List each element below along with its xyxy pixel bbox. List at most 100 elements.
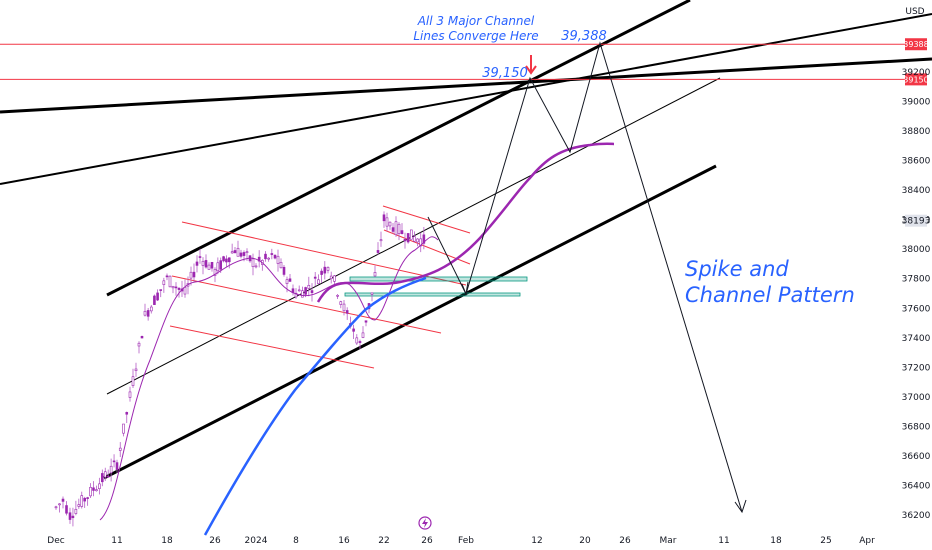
- level-tag-bg: [905, 38, 927, 51]
- candle-body: [267, 257, 270, 260]
- candle-body: [128, 391, 132, 398]
- last-price-tag: 38193: [902, 214, 931, 227]
- price-tick-label: 37000: [902, 393, 931, 403]
- date-tick-label: Feb: [458, 536, 474, 546]
- candle-body: [313, 276, 317, 279]
- price-tick-label: 39200: [902, 68, 931, 78]
- candle-body: [422, 234, 426, 244]
- candle-body: [416, 238, 419, 243]
- candle-body: [159, 289, 163, 291]
- candle-body: [162, 280, 166, 285]
- candle-body: [310, 290, 314, 294]
- date-tick-label: 26: [209, 536, 221, 546]
- price-tick-label: 37400: [902, 334, 931, 344]
- candle-body: [146, 310, 150, 317]
- candle-body: [153, 295, 156, 305]
- candle-body: [288, 278, 292, 282]
- date-tick-label: Mar: [660, 536, 677, 546]
- candle-body: [118, 447, 122, 451]
- candle-body: [352, 328, 355, 332]
- date-tick-label: 18: [770, 536, 782, 546]
- candle-body: [225, 258, 228, 263]
- flag-line: [181, 221, 467, 286]
- converge-note-line2: Lines Converge Here: [413, 29, 538, 43]
- price-tick-label: 38000: [902, 245, 931, 255]
- candle-body: [317, 279, 320, 284]
- candle-body: [339, 301, 343, 305]
- candle-body: [189, 271, 193, 279]
- candle-body: [361, 332, 365, 338]
- price-trend-line: [316, 142, 615, 303]
- candle-body: [342, 303, 346, 312]
- candle-body: [83, 497, 86, 502]
- price-tick-label: 36200: [902, 511, 931, 521]
- last-price-bg: [905, 214, 927, 227]
- candle-body: [413, 236, 416, 242]
- date-tick-label: 26: [619, 536, 631, 546]
- candle-body: [219, 260, 223, 270]
- candle-body: [125, 412, 129, 415]
- label-39150: 39,150: [482, 66, 528, 81]
- price-tick-label: 36600: [902, 452, 931, 462]
- candle-body: [307, 285, 311, 289]
- lightning-icon[interactable]: [418, 516, 432, 530]
- candle-body: [122, 423, 125, 434]
- candle-body: [58, 503, 61, 506]
- candle-body: [174, 286, 178, 289]
- support-box: [344, 292, 521, 297]
- candle-body: [103, 471, 107, 478]
- level-tag: 39150: [903, 73, 929, 86]
- candle-body: [177, 287, 181, 290]
- date-tick-label: 11: [111, 536, 122, 546]
- candle-body: [394, 221, 398, 236]
- level-tag-text: 39388: [903, 40, 928, 49]
- candle-body: [419, 238, 423, 247]
- price-tick-label: 38800: [902, 127, 931, 137]
- candle-body: [391, 227, 395, 232]
- candle-body: [112, 460, 116, 463]
- candle-body: [397, 223, 401, 234]
- svg-text:USD: USD: [905, 7, 924, 17]
- candle-body: [242, 252, 246, 256]
- channel-line: [0, 13, 932, 185]
- ma-fast-line: [99, 236, 439, 521]
- candle-body: [301, 290, 304, 298]
- channel-line: [106, 77, 721, 395]
- candle-body: [333, 275, 336, 282]
- candle-body: [204, 260, 208, 268]
- candle-body: [89, 486, 92, 497]
- date-tick-label: 2024: [245, 536, 268, 546]
- candle-body: [183, 286, 187, 295]
- price-tick-label: 38400: [902, 186, 931, 196]
- candle-body: [213, 268, 217, 276]
- candle-body: [257, 256, 261, 262]
- candle-body: [323, 266, 327, 274]
- candle-body: [134, 368, 138, 372]
- support-box: [349, 276, 528, 282]
- candle-body: [336, 294, 339, 297]
- price-axis: 36200 36400 36600 36800 37000 37200 37400 37600…: [902, 68, 931, 521]
- ma-slow-line: [203, 276, 427, 536]
- candle-body: [80, 495, 84, 507]
- candle-body: [101, 473, 104, 483]
- candle-body: [216, 262, 220, 272]
- candle-body: [201, 260, 205, 266]
- candle-body: [282, 266, 286, 275]
- candle-body: [156, 292, 159, 301]
- candle-body: [406, 233, 410, 243]
- candle-body: [61, 498, 65, 502]
- last-price-text: 38193: [902, 217, 931, 227]
- candle-body: [95, 489, 98, 492]
- candle-body: [171, 285, 175, 289]
- projection-arrowhead: [734, 499, 747, 514]
- level-tag-bg: [905, 73, 927, 86]
- date-tick-label: Apr: [859, 536, 875, 546]
- candle-body: [149, 306, 153, 312]
- candle-body: [143, 310, 147, 316]
- candle-body: [140, 335, 144, 339]
- candle-body: [294, 292, 298, 298]
- candle-body: [207, 264, 211, 270]
- candle-body: [382, 214, 386, 222]
